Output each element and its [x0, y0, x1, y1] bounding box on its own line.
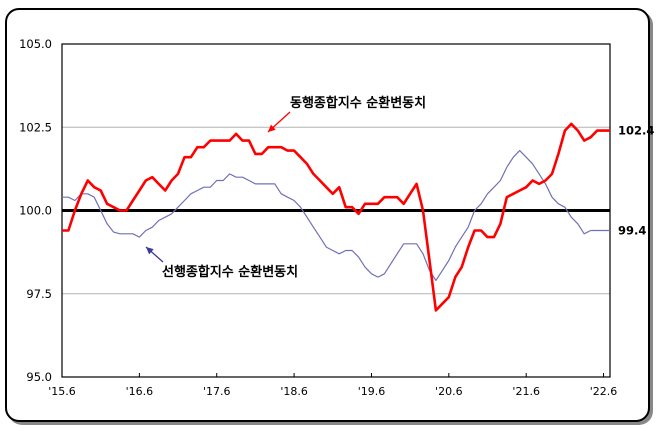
- x-tick-label: '15.6: [48, 385, 76, 398]
- gridlines: [62, 126, 610, 295]
- x-tick-label: '22.6: [590, 385, 618, 398]
- leading-end-label: 99.4: [618, 223, 646, 237]
- y-tick-label: 97.5: [26, 287, 52, 301]
- x-tick-label: '17.6: [203, 385, 231, 398]
- arrow-head: [268, 124, 276, 132]
- y-tick-label: 102.5: [19, 120, 52, 134]
- arrow-head: [146, 247, 154, 255]
- series-layer: [62, 122, 610, 312]
- y-tick-label: 105.0: [19, 37, 52, 51]
- x-tick-label: '18.6: [280, 385, 308, 398]
- coincident-series-label: 동행종합지수 순환변동치: [290, 95, 426, 111]
- x-tick-label: '19.6: [358, 385, 386, 398]
- leading-arrow-icon: [145, 246, 164, 263]
- x-tick-label: '21.6: [512, 385, 540, 398]
- leading-index-line: [62, 150, 610, 281]
- leading-series-label: 선행종합지수 순환변동치: [162, 264, 298, 280]
- label-layer: 105.0 102.5 100.0 97.5 95.0'15.6 '16.6 '17.6 '1…: [19, 37, 654, 398]
- x-tick-label: '20.6: [435, 385, 463, 398]
- x-tick-label: '16.6: [126, 385, 154, 398]
- coincident-index-line: [62, 122, 610, 312]
- chart-frame: [5, 8, 650, 422]
- y-tick-label: 95.0: [26, 370, 52, 384]
- coincident-end-label: 102.4: [618, 124, 654, 138]
- y-tick-label: 100.0: [19, 204, 52, 218]
- coincident-arrow-icon: [267, 111, 291, 133]
